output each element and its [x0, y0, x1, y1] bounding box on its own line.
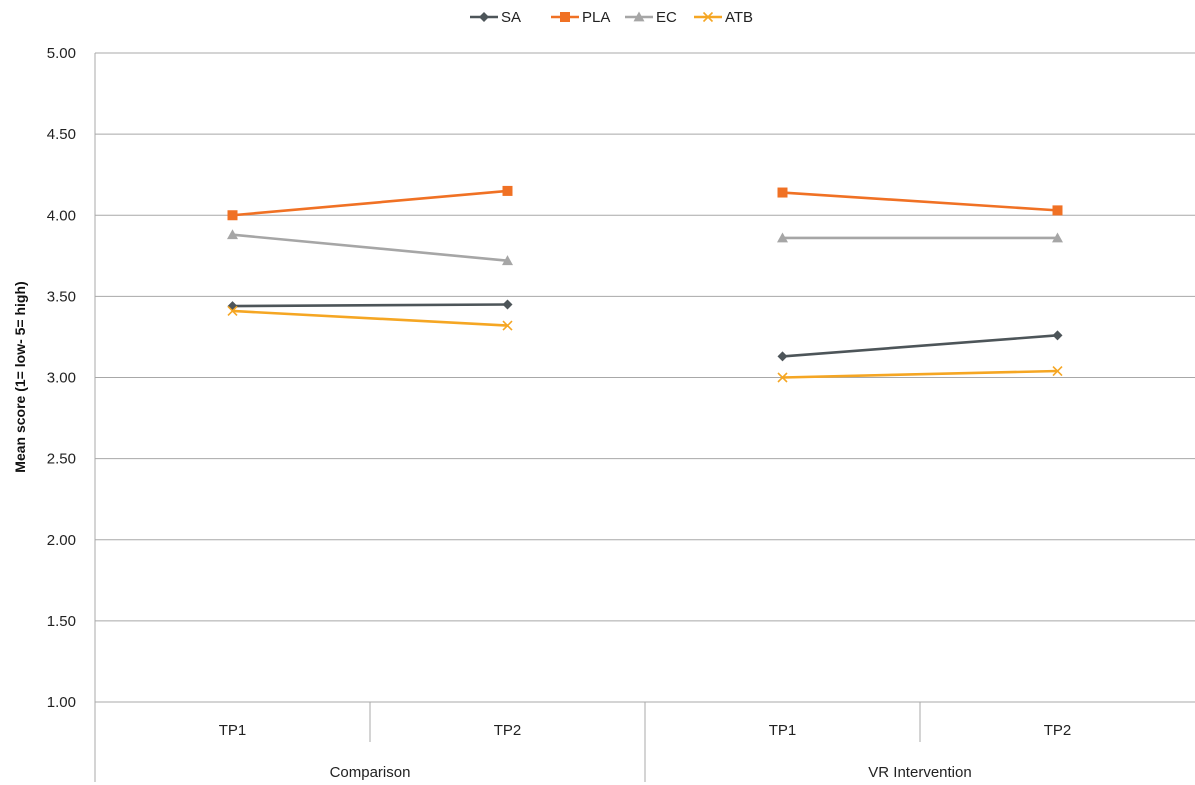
data-point: [1052, 205, 1063, 216]
data-point: [227, 229, 238, 240]
data-point: [502, 299, 513, 310]
series-line-segment: [232, 189, 508, 217]
legend-marker: [560, 12, 570, 22]
series-ec: [227, 229, 1063, 266]
x-group-label: VR Intervention: [868, 764, 971, 781]
legend-item-pla: PLA: [551, 9, 610, 26]
y-tick-label: 2.00: [47, 532, 76, 549]
series-line-segment: [782, 191, 1058, 212]
y-tick-label: 4.00: [47, 207, 76, 224]
legend-label: PLA: [582, 9, 610, 26]
y-tick-label: 4.50: [47, 126, 76, 143]
data-point: [502, 185, 513, 196]
legend-item-sa: SA: [470, 9, 521, 26]
data-point: [227, 210, 238, 221]
marker-stroke: [502, 320, 513, 331]
series-line-segment: [782, 334, 1058, 358]
data-point: [227, 305, 238, 317]
marker-stroke: [777, 372, 788, 383]
series-line-segment: [232, 309, 508, 327]
legend-marker: [479, 12, 489, 22]
x-category-label: TP1: [769, 722, 797, 739]
marker-stroke: [1052, 365, 1063, 377]
x-category-label: TP1: [219, 722, 247, 739]
data-point: [1052, 330, 1063, 341]
data-point: [777, 232, 788, 243]
data-point: [1052, 365, 1063, 377]
legend-marker: [702, 11, 714, 23]
series-pla: [227, 185, 1063, 221]
series-line-segment: [232, 233, 508, 262]
series-sa: [227, 299, 1063, 362]
y-tick-label: 1.00: [47, 694, 76, 711]
data-point: [777, 351, 788, 362]
series-line-segment: [782, 369, 1058, 379]
data-point: [502, 255, 513, 266]
y-tick-label: 2.50: [47, 451, 76, 468]
legend-label: SA: [501, 9, 521, 26]
legend-item-ec: EC: [625, 9, 677, 26]
y-tick-label: 3.00: [47, 370, 76, 387]
series-atb: [227, 305, 1063, 383]
series-lines: [227, 185, 1063, 383]
axes: 1.00 1.50 2.00 2.50 3.00 3.50 4.00 4.50 5.00 TP1 T…: [47, 45, 1071, 782]
data-point: [227, 301, 238, 312]
legend-label: EC: [656, 9, 677, 26]
legend-label: ATB: [725, 9, 753, 26]
marker-stroke: [227, 305, 238, 317]
y-tick-label: 5.00: [47, 45, 76, 62]
data-point: [777, 372, 788, 383]
legend: SA PLA EC ATB: [470, 9, 753, 26]
data-point: [777, 187, 788, 198]
data-point: [1052, 232, 1063, 243]
gridlines: [95, 52, 1195, 703]
x-category-label: TP2: [494, 722, 522, 739]
legend-item-atb: ATB: [694, 9, 753, 26]
series-line-segment: [232, 303, 508, 308]
x-category-label: TP2: [1044, 722, 1072, 739]
y-tick-label: 1.50: [47, 613, 76, 630]
marker-stroke: [702, 11, 714, 23]
legend-marker: [633, 11, 645, 22]
data-point: [502, 320, 513, 331]
y-axis-label: Mean score (1= low- 5= high): [12, 281, 28, 472]
x-group-label: Comparison: [330, 764, 411, 781]
y-tick-label: 3.50: [47, 288, 76, 305]
